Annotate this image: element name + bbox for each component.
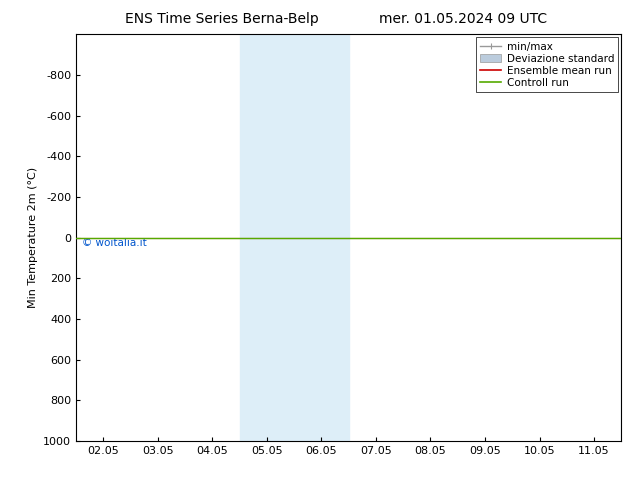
Text: © woitalia.it: © woitalia.it (82, 238, 146, 247)
Bar (240, 34, 349, 441)
Y-axis label: Min Temperature 2m (°C): Min Temperature 2m (°C) (28, 167, 37, 308)
Text: ENS Time Series Berna-Belp: ENS Time Series Berna-Belp (125, 12, 319, 26)
Bar (621, 34, 634, 441)
Text: mer. 01.05.2024 09 UTC: mer. 01.05.2024 09 UTC (378, 12, 547, 26)
Legend: min/max, Deviazione standard, Ensemble mean run, Controll run: min/max, Deviazione standard, Ensemble m… (476, 37, 618, 92)
